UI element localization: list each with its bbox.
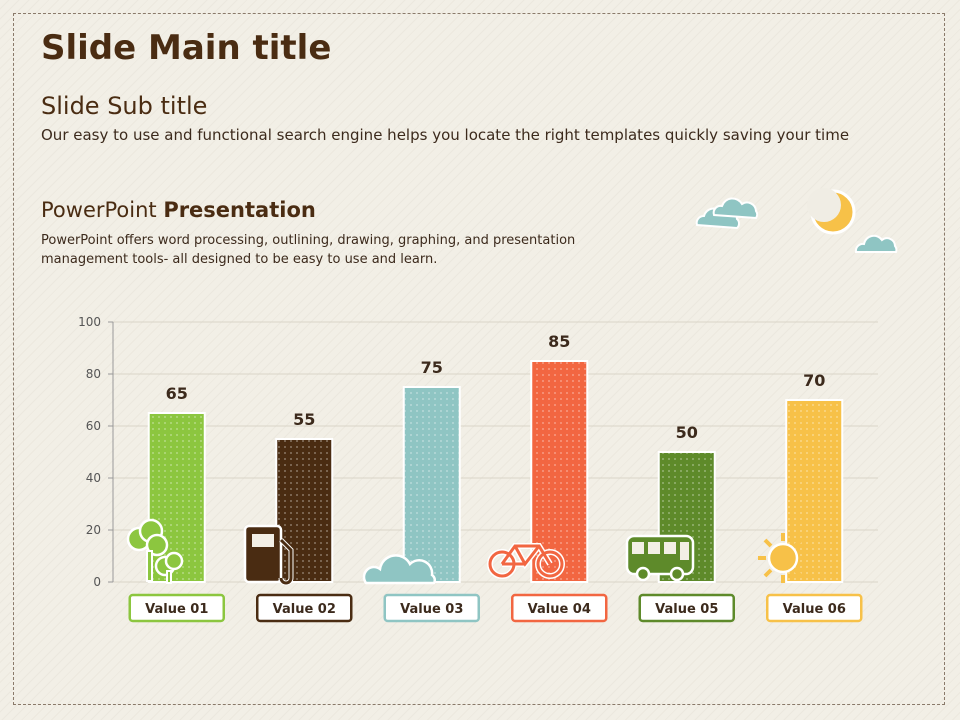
slide-subtitle: Slide Sub title [41,92,208,120]
category-label: Value 01 [145,602,208,617]
data-label: 85 [548,332,570,351]
chart-bars [147,360,844,583]
y-tick-label: 100 [78,315,101,329]
tree-icon [126,518,184,584]
category-label-box [511,593,608,623]
chart-labels: 65 Value 01 55 Value 02 75 Value 03 85 Value 04… [128,332,863,623]
category-label-box [766,593,863,623]
bar-pattern [404,388,459,581]
category-label-box [128,593,225,623]
data-label: 50 [676,423,698,442]
y-tick-label: 60 [86,419,101,433]
bicycle-icon [487,543,565,579]
slide-description: Our easy to use and functional search en… [41,126,850,144]
section-text: PowerPoint offers word processing, outli… [41,233,576,267]
category-label: Value 03 [400,602,463,617]
data-label: 75 [421,358,443,377]
sun-icon [758,533,808,583]
chart-icons [126,518,808,586]
section-title-bold: Presentation [163,198,316,222]
data-label: 65 [166,384,188,403]
cloud-icon [362,554,436,585]
section-title: PowerPoint Presentation [41,198,316,222]
category-label: Value 05 [655,602,718,617]
cloud-icon [712,197,759,220]
data-label: 70 [803,371,825,390]
category-label: Value 06 [783,602,846,617]
bus-icon [625,534,695,582]
slide-main-title: Slide Main title [41,28,332,68]
category-label-box [638,593,735,623]
data-label: 55 [293,410,315,429]
bar-pattern [277,440,332,581]
y-tick-label: 80 [86,367,101,381]
y-tick-label: 40 [86,471,101,485]
moon-icon [807,188,856,235]
category-label: Value 02 [273,602,336,617]
category-label-box [383,593,480,623]
section-title-regular: PowerPoint [41,198,164,222]
bar-2 [275,438,334,583]
y-tick-label: 0 [93,575,101,589]
bar-3 [402,386,461,583]
category-label-box [256,593,353,623]
chart-grid: 0 20 40 60 80 100 [78,315,878,589]
fuel-pump-icon [243,524,294,586]
slide-frame [13,13,945,705]
cloud-icon [854,234,898,253]
category-label: Value 04 [528,602,591,617]
y-tick-label: 20 [86,523,101,537]
